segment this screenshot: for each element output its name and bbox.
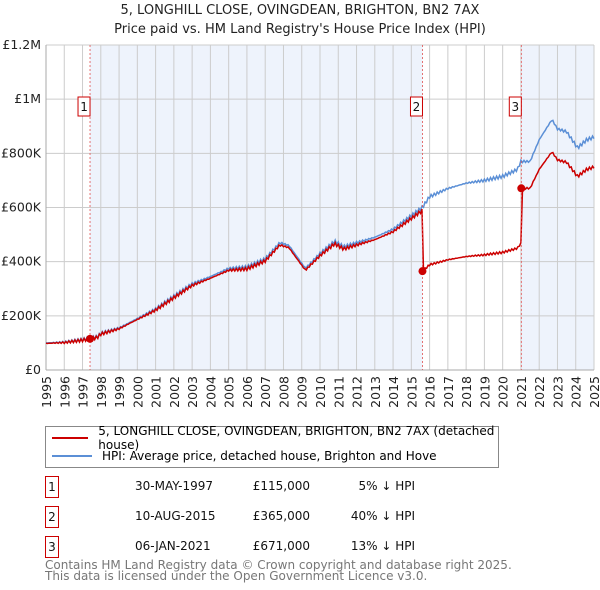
x-tick-label: 2018 (459, 376, 474, 408)
x-tick-label: 2001 (149, 376, 164, 408)
sale-label: 3 (511, 100, 519, 114)
y-tick-label: £800K (1, 145, 42, 160)
x-tick-label: 1997 (76, 376, 91, 408)
chart-title: 5, LONGHILL CLOSE, OVINGDEAN, BRIGHTON, … (121, 3, 480, 18)
sale-label: 1 (80, 100, 88, 114)
x-tick-label: 2017 (441, 376, 456, 408)
sale-label: 2 (413, 100, 421, 114)
sale-hpi-diff: 40% ↓ HPI (350, 509, 415, 523)
legend-item-property: 5, LONGHILL CLOSE, OVINGDEAN, BRIGHTON, … (52, 424, 498, 452)
sale-label-box (77, 96, 91, 117)
x-tick-label: 2024 (569, 376, 584, 408)
x-tick-label: 1999 (112, 376, 127, 408)
x-tick-label: 1996 (57, 376, 72, 408)
y-tick-label: £600K (1, 200, 42, 215)
chart-subtitle: Price paid vs. HM Land Registry's House … (114, 22, 486, 37)
sale-date: 06-JAN-2021 (135, 539, 211, 553)
x-tick-label: 2009 (295, 376, 310, 408)
legend-label: 5, LONGHILL CLOSE, OVINGDEAN, BRIGHTON, … (98, 424, 495, 452)
sale-price: £115,000 (252, 479, 310, 493)
legend: 5, LONGHILL CLOSE, OVINGDEAN, BRIGHTON, … (45, 424, 499, 468)
x-tick-label: 2004 (203, 376, 218, 408)
footer: Contains HM Land Registry data © Crown c… (45, 558, 512, 583)
x-tick-label: 2010 (313, 376, 328, 408)
x-tick-label: 2023 (550, 376, 565, 408)
sale-hpi-diff: 13% ↓ HPI (350, 539, 415, 553)
x-tick-label: 2021 (514, 376, 529, 408)
x-tick-label: 2011 (331, 376, 346, 408)
y-tick-label: £0 (25, 362, 41, 377)
x-tick-label: 2015 (404, 376, 419, 408)
x-tick-label: 1995 (39, 376, 54, 408)
x-tick-label: 2002 (167, 376, 182, 408)
sale-hpi-diff: 5% ↓ HPI (358, 479, 415, 493)
x-tick-label: 2020 (496, 376, 511, 408)
sale-date: 30-MAY-1997 (135, 479, 214, 493)
footer-line-2: This data is licensed under the Open Gov… (45, 569, 428, 583)
sale-label-box (409, 96, 423, 117)
sale-label-box (508, 96, 522, 117)
x-tick-label: 2007 (258, 376, 273, 408)
y-tick-label: £1.2M (2, 37, 41, 52)
x-tick-label: 2013 (368, 376, 383, 408)
sale-price: £365,000 (252, 509, 310, 523)
chart-svg: 5, LONGHILL CLOSE, OVINGDEAN, BRIGHTON, … (1, 3, 600, 408)
legend-label: HPI: Average price, detached house, Brig… (102, 449, 437, 463)
x-tick-label: 2012 (350, 376, 365, 408)
sale-number: 3 (45, 536, 59, 558)
y-tick-label: £1M (14, 91, 41, 106)
x-tick-label: 2006 (240, 376, 255, 408)
hpi-line (45, 119, 595, 345)
sale-price: £671,000 (252, 539, 310, 553)
x-tick-label: 2022 (532, 376, 547, 408)
x-tick-label: 2000 (130, 376, 145, 408)
x-tick-label: 2016 (423, 376, 438, 408)
x-tick-label: 2019 (477, 376, 492, 408)
x-tick-label: 2014 (386, 376, 401, 408)
x-tick-label: 2008 (276, 376, 291, 408)
sale-date: 10-AUG-2015 (135, 509, 216, 523)
legend-swatch-blue (52, 455, 92, 457)
sale-point (418, 267, 427, 276)
legend-item-hpi: HPI: Average price, detached house, Brig… (52, 447, 437, 465)
x-tick-label: 1998 (94, 376, 109, 408)
x-tick-label: 2003 (185, 376, 200, 408)
sale-point (517, 184, 526, 193)
x-tick-label: 2005 (222, 376, 237, 408)
sale-number: 1 (45, 476, 59, 498)
sale-point (86, 334, 95, 343)
sale-number: 2 (45, 506, 59, 528)
x-tick-label: 2025 (587, 376, 600, 408)
y-tick-label: £200K (1, 308, 42, 323)
price-paid-line (45, 151, 595, 345)
footer-line-1: Contains HM Land Registry data © Crown c… (45, 558, 512, 572)
legend-swatch-red (52, 437, 89, 439)
y-tick-label: £400K (1, 254, 42, 269)
